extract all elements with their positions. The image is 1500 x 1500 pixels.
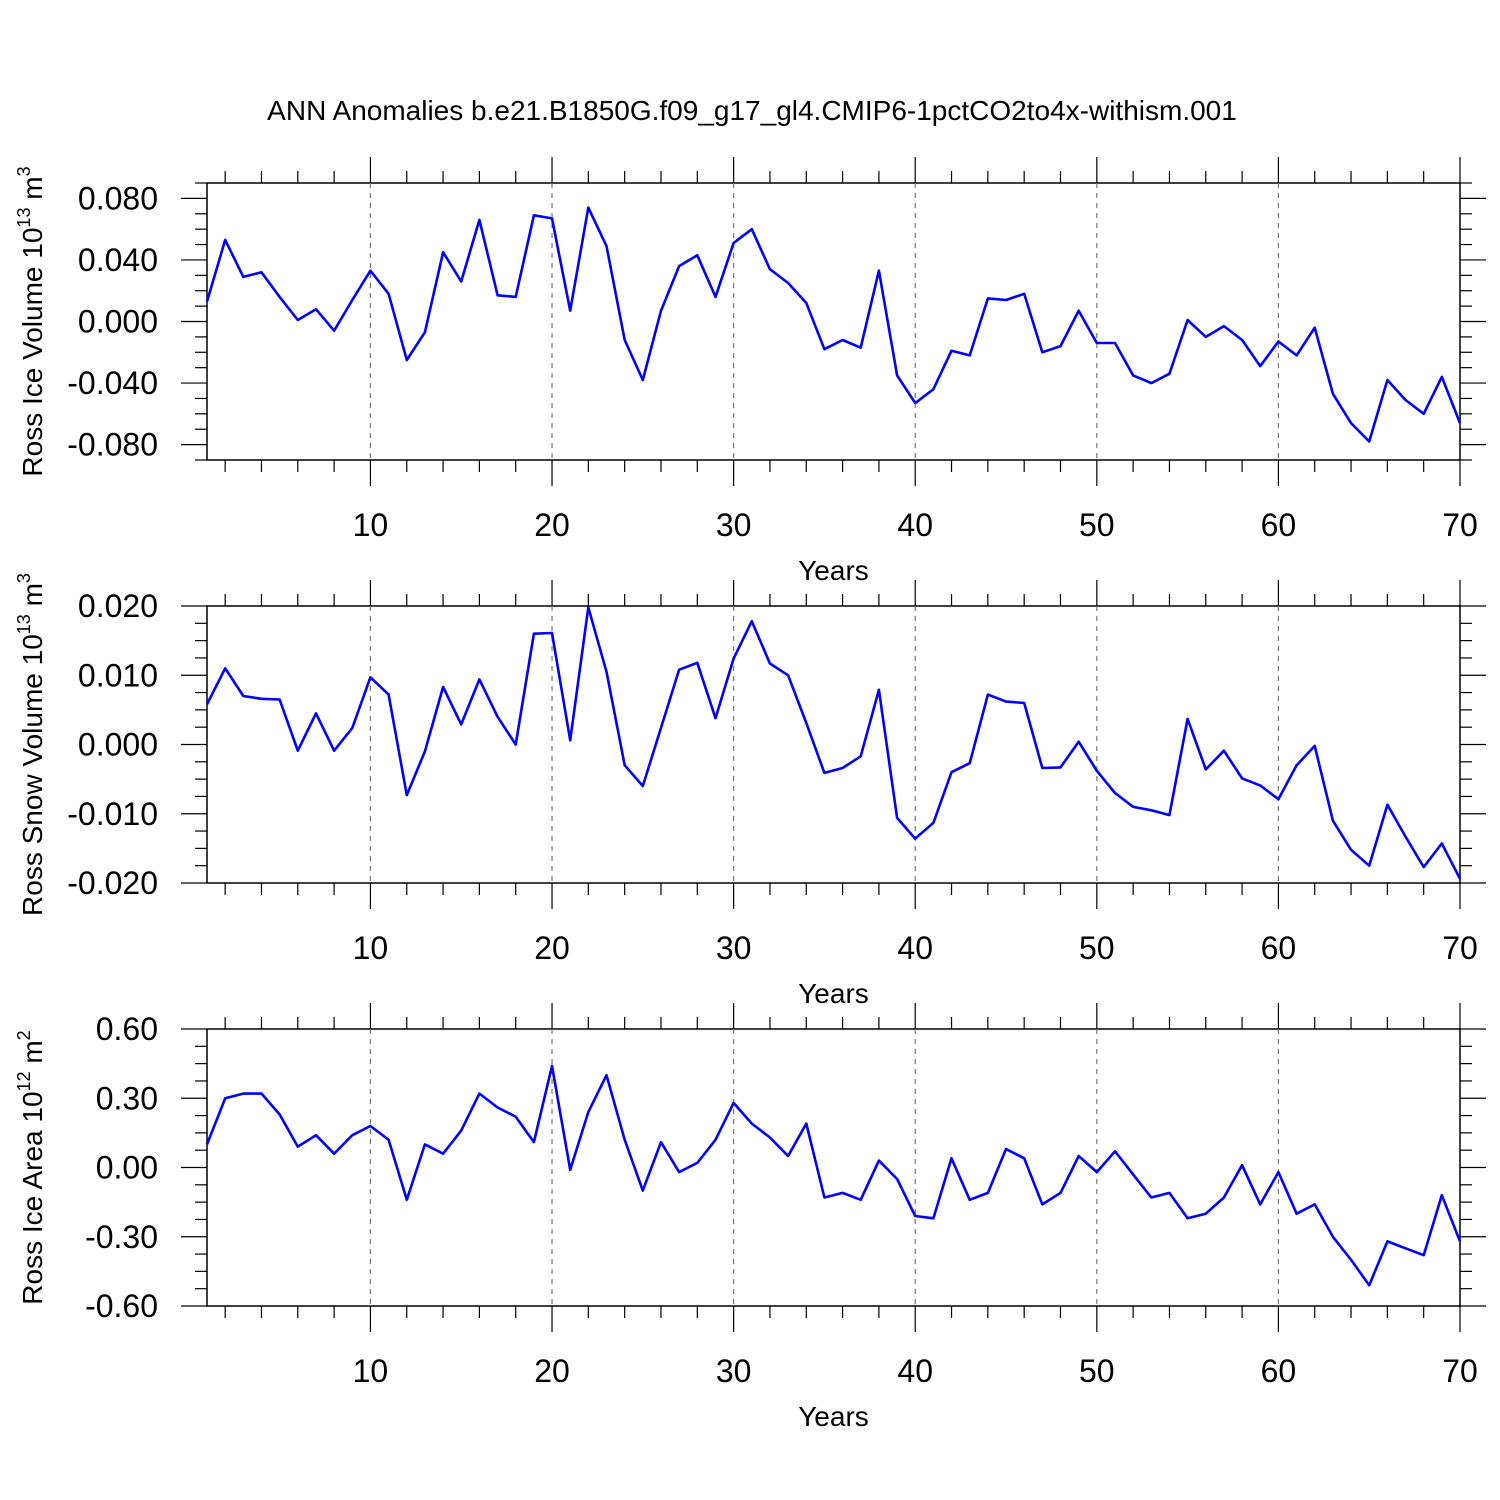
series-line — [205, 606, 1462, 880]
x-tick-label: 60 — [1261, 507, 1297, 543]
x-tick-label: 40 — [897, 507, 933, 543]
x-tick-label: 20 — [534, 930, 570, 966]
y-axis-title-text: Ross Ice Area 10 — [17, 1091, 48, 1304]
y-tick-label: 0.00 — [96, 1150, 158, 1186]
x-tick-label: 40 — [897, 930, 933, 966]
y-axis-title-unit-exponent: 3 — [14, 573, 34, 583]
y-tick-label: -0.040 — [67, 365, 158, 401]
y-tick-label: -0.080 — [67, 427, 158, 463]
plot-frame — [206, 605, 1461, 884]
y-axis-title: Ross Snow Volume 1013 m3 — [14, 573, 48, 916]
x-tick-label: 10 — [353, 507, 389, 543]
y-tick-label: -0.60 — [85, 1288, 158, 1324]
plot-frame — [206, 1028, 1461, 1307]
y-axis-title-unit: m — [17, 1040, 48, 1071]
y-axis-title-exponent: 12 — [14, 1071, 34, 1091]
y-tick-label: 0.040 — [78, 242, 158, 278]
y-axis-title: Ross Ice Volume 1013 m3 — [14, 166, 48, 476]
panel-3: 10 20 30 40 50 60 70 -0.60 -0.30 0.00 0.30 0.60 Year… — [14, 1003, 1486, 1432]
x-tick-label: 20 — [534, 507, 570, 543]
x-tick-label: 60 — [1261, 1353, 1297, 1389]
y-axis-title-unit: m — [17, 176, 48, 207]
x-tick-label: 50 — [1079, 930, 1115, 966]
y-tick-label: 0.30 — [96, 1080, 158, 1116]
y-axis-title-exponent: 13 — [14, 614, 34, 634]
x-tick-label: 70 — [1442, 1353, 1478, 1389]
x-tick-label: 50 — [1079, 507, 1115, 543]
y-axis-title-unit-exponent: 3 — [14, 166, 34, 176]
y-axis-title-unit-exponent: 2 — [14, 1030, 34, 1040]
y-axis-title-exponent: 13 — [14, 208, 34, 228]
y-tick-label: -0.30 — [85, 1219, 158, 1255]
series-line — [205, 1064, 1462, 1287]
y-tick-label: 0.000 — [78, 304, 158, 340]
x-tick-label: 10 — [353, 1353, 389, 1389]
y-axis-title: Ross Ice Area 1012 m2 — [14, 1030, 48, 1304]
x-tick-label: 30 — [716, 507, 752, 543]
y-axis-title-unit: m — [17, 583, 48, 614]
panel-1: 10 20 30 40 50 60 70 -0.080 -0.040 0.000 0.040 0.08… — [14, 157, 1486, 586]
x-tick-label: 50 — [1079, 1353, 1115, 1389]
figure-title: ANN Anomalies b.e21.B1850G.f09_g17_gl4.C… — [267, 95, 1237, 126]
y-tick-label: 0.010 — [78, 657, 158, 693]
x-tick-label: 40 — [897, 1353, 933, 1389]
x-axis-title: Years — [798, 978, 869, 1009]
y-tick-label: 0.080 — [78, 180, 158, 216]
x-tick-label: 30 — [716, 1353, 752, 1389]
y-tick-label: 0.020 — [78, 588, 158, 624]
y-tick-label: 0.000 — [78, 727, 158, 763]
x-axis-title: Years — [798, 1401, 869, 1432]
x-tick-label: 30 — [716, 930, 752, 966]
y-tick-label: -0.020 — [67, 865, 158, 901]
y-axis-title-text: Ross Ice Volume 10 — [17, 228, 48, 477]
x-tick-label: 20 — [534, 1353, 570, 1389]
y-axis-title-text: Ross Snow Volume 10 — [17, 634, 48, 916]
x-tick-label: 70 — [1442, 507, 1478, 543]
x-tick-label: 10 — [353, 930, 389, 966]
series-line — [205, 206, 1462, 443]
y-tick-label: 0.60 — [96, 1011, 158, 1047]
x-tick-label: 70 — [1442, 930, 1478, 966]
panel-2: 10 20 30 40 50 60 70 -0.020 -0.010 0.000 0.010 0.02… — [14, 573, 1486, 1009]
x-tick-label: 60 — [1261, 930, 1297, 966]
x-axis-title: Years — [798, 555, 869, 586]
y-tick-label: -0.010 — [67, 796, 158, 832]
